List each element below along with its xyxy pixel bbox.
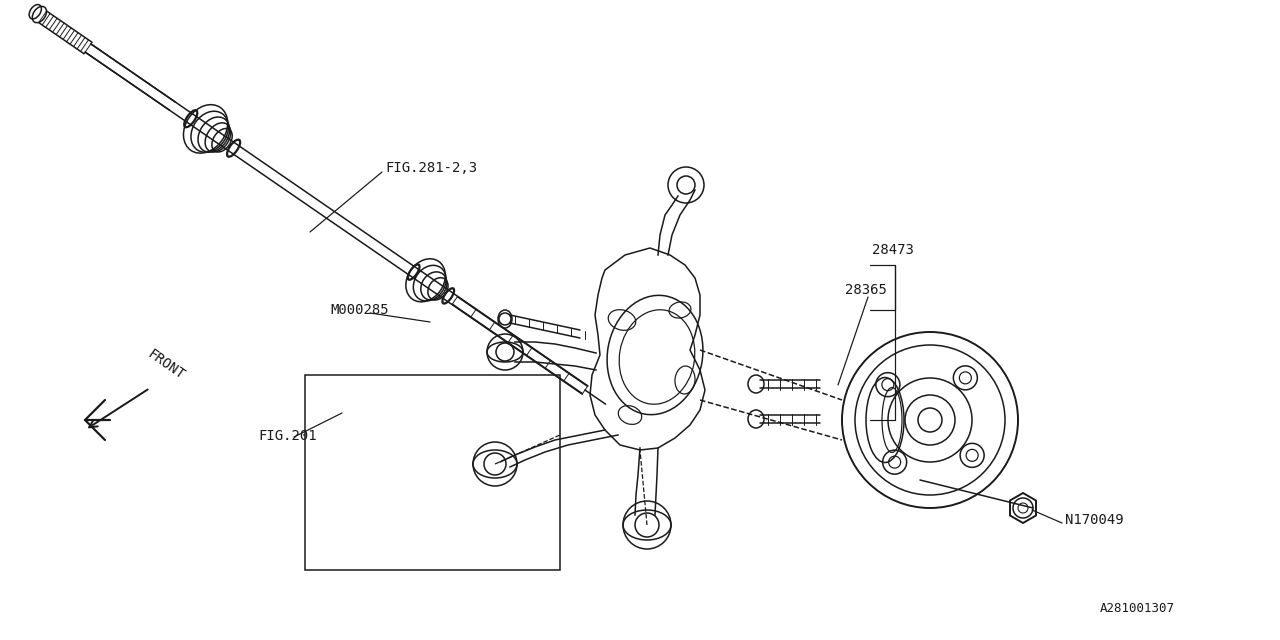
Text: FIG.281-2,3: FIG.281-2,3 bbox=[385, 161, 477, 175]
Text: 28473: 28473 bbox=[872, 243, 914, 257]
Text: FRONT: FRONT bbox=[145, 348, 187, 383]
Text: M000285: M000285 bbox=[330, 303, 389, 317]
Text: 28365: 28365 bbox=[845, 283, 887, 297]
Bar bbox=[305, 375, 561, 570]
Text: FIG.201: FIG.201 bbox=[259, 429, 316, 443]
Text: N170049: N170049 bbox=[1065, 513, 1124, 527]
Text: A281001307: A281001307 bbox=[1100, 602, 1175, 614]
